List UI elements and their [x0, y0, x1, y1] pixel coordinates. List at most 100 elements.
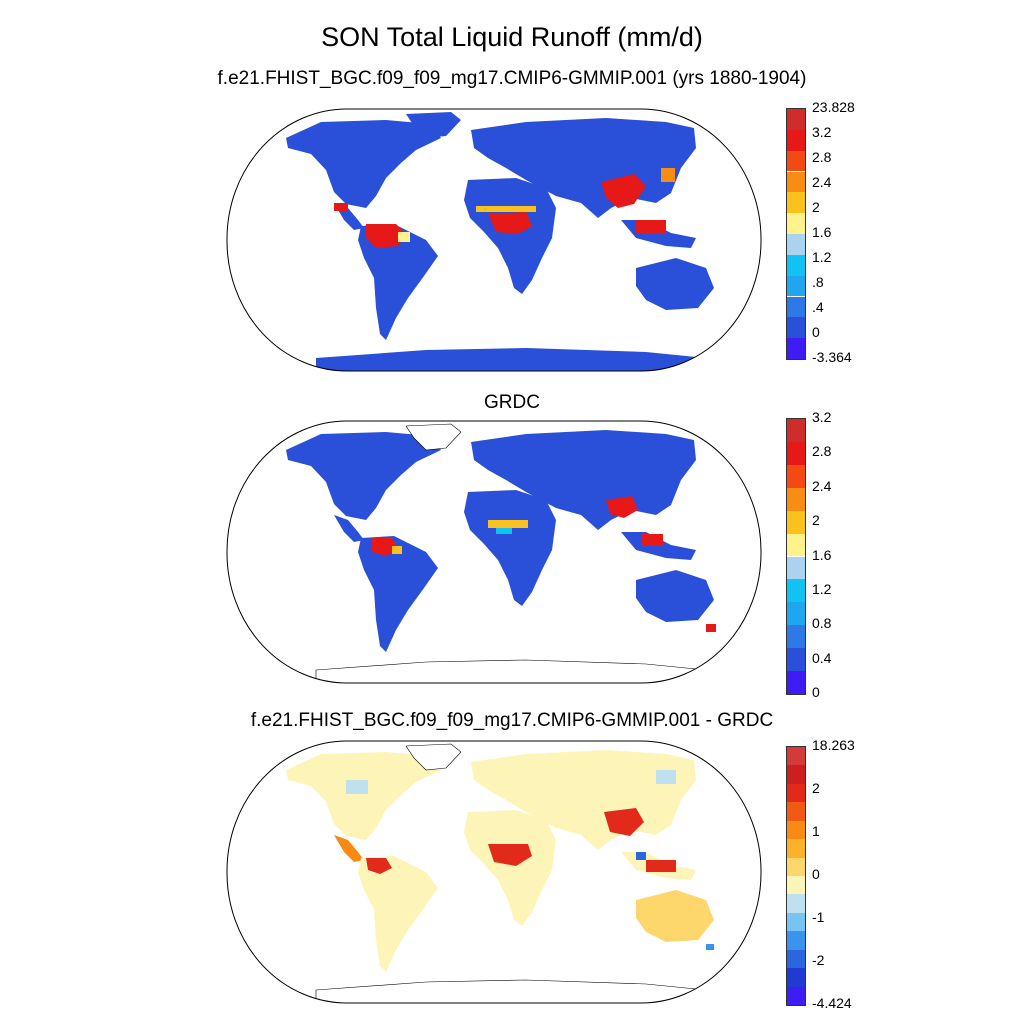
colorbar-label: 2.4: [812, 477, 832, 494]
colorbar-swatch: [787, 931, 805, 950]
colorbar-swatch: [787, 296, 805, 318]
colorbar-swatch: [787, 109, 805, 130]
colorbar-label: 0: [812, 684, 820, 700]
colorbar-swatch: [787, 464, 805, 488]
panel-1-colorbar: -3.364 0 .4 .8 1.2 1.6 2 2.4 2.8 3.2 23.828: [786, 99, 876, 365]
colorbar-label: 18.263: [812, 737, 855, 753]
colorbar-swatches: [786, 746, 806, 1006]
colorbar-swatch: [787, 747, 805, 766]
colorbar-label: .8: [812, 274, 824, 290]
africa: [464, 178, 556, 294]
colorbar-label: -4.424: [812, 995, 852, 1011]
antarctica: [316, 348, 706, 371]
colorbar-label: 3.2: [812, 409, 832, 425]
africa: [464, 490, 556, 606]
colorbar-swatch: [787, 338, 805, 359]
south-asia-hotspot: [601, 174, 646, 208]
se-asia-blue: [636, 852, 646, 860]
colorbar-swatch: [787, 533, 805, 557]
colorbar-swatch: [787, 213, 805, 234]
siberia-blue-patch: [656, 770, 676, 784]
greenland: [406, 112, 461, 138]
australia: [636, 570, 714, 622]
colorbar-swatch: [787, 802, 805, 821]
amazon-hotspot: [366, 858, 392, 874]
colorbar-label: 2: [812, 199, 820, 215]
australia: [636, 258, 714, 310]
colorbar-label: 0.4: [812, 649, 832, 666]
colorbar-swatch: [787, 602, 805, 626]
colorbar-swatch: [787, 579, 805, 603]
west-africa-band: [488, 520, 528, 528]
panel-2-map: [226, 420, 762, 684]
colorbar-swatch: [787, 671, 805, 694]
colorbar-label: -2: [812, 952, 825, 968]
colorbar-swatch: [787, 949, 805, 969]
colorbar-swatch: [787, 556, 805, 580]
central-africa-patch: [496, 528, 512, 534]
south-america: [358, 224, 438, 340]
west-africa-band: [476, 206, 536, 212]
se-asia-hotspot: [646, 860, 676, 872]
central-america: [334, 515, 364, 542]
colorbar-label: .4: [812, 299, 824, 315]
colorbar-label: 2: [812, 512, 820, 529]
se-asia-hotspot: [636, 220, 666, 234]
colorbar-swatch: [787, 254, 805, 276]
amazon-hotspot: [366, 224, 406, 248]
central-africa-hotspot: [488, 212, 532, 234]
europe-asia: [471, 430, 696, 530]
colorbar-swatch: [787, 441, 805, 465]
colorbar-swatch: [787, 150, 805, 172]
colorbar-label: 1.2: [812, 580, 832, 597]
figure-title: SON Total Liquid Runoff (mm/d): [321, 22, 703, 52]
south-asia-hotspot: [606, 496, 638, 518]
panel-1-map: [226, 108, 762, 372]
colorbar-swatch: [787, 894, 805, 913]
north-america: [286, 120, 441, 208]
colorbar-label: 0.8: [812, 615, 832, 632]
colorbar-label: 0: [812, 866, 820, 882]
colorbar-label: 3.2: [812, 124, 832, 140]
nz-patch: [706, 624, 716, 632]
colorbar-label: 2.4: [812, 174, 832, 190]
amazon-edge: [392, 546, 402, 554]
east-asia-patch: [661, 168, 675, 182]
colorbar-swatch: [787, 129, 805, 151]
central-africa-hotspot: [488, 844, 532, 866]
colorbar-swatch: [787, 648, 805, 672]
colorbar-swatch: [787, 171, 805, 193]
colorbar-swatch: [787, 419, 805, 442]
panel-3-colorbar: -4.424 -2 -1 0 1 2 18.263: [786, 737, 876, 1011]
panel-3-title: f.e21.FHIST_BGC.f09_f09_mg17.CMIP6-GMMIP…: [250, 710, 774, 731]
colorbar-swatch: [787, 765, 805, 784]
africa: [464, 810, 556, 926]
south-america: [358, 856, 438, 972]
colorbar-label: 0: [812, 324, 820, 340]
colorbar-label: 2.8: [812, 149, 832, 165]
colorbar-label: 2: [812, 780, 820, 796]
colorbar-swatches: [786, 418, 806, 695]
central-america-hotspot: [334, 203, 348, 211]
colorbar-label: 23.828: [812, 99, 855, 115]
north-america-blue-patch: [346, 780, 368, 794]
colorbar-swatch: [787, 912, 805, 932]
colorbar-swatch: [787, 783, 805, 803]
colorbar-swatches: [786, 108, 806, 360]
colorbar-swatch: [787, 317, 805, 339]
colorbar-label: -1: [812, 909, 825, 925]
australia: [636, 890, 714, 942]
panel-2-colorbar: 0 0.4 0.8 1.2 1.6 2 2.4 2.8 3.2: [786, 409, 876, 700]
colorbar-swatch: [787, 487, 805, 511]
se-asia-hotspot: [641, 534, 663, 546]
colorbar-swatch: [787, 510, 805, 534]
panel-2-title: GRDC: [484, 392, 540, 413]
antarctica: [315, 979, 707, 1003]
central-america: [334, 835, 364, 862]
antarctica: [315, 659, 707, 683]
colorbar-label: 1.6: [812, 546, 832, 563]
greenland: [405, 423, 462, 451]
colorbar-swatch: [787, 839, 805, 858]
nz-patch: [706, 944, 714, 950]
colorbar-label: 1.6: [812, 224, 832, 240]
